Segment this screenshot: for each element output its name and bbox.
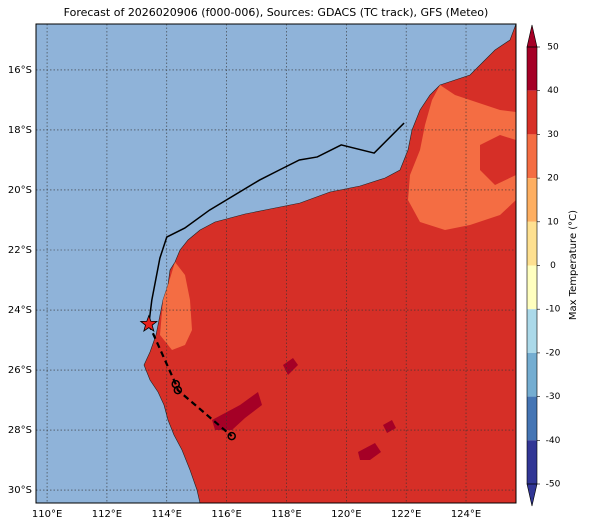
forecast-point [227,431,236,441]
x-tick-label: 112°E [92,509,122,520]
y-tick-label: 22°S [8,245,32,256]
tc-track [139,122,405,441]
current-position [139,314,159,332]
colorbar-band [527,440,537,484]
colorbar-tick-label: 30 [547,130,559,140]
colorbar-tick-label: -20 [546,348,561,358]
colorbar-tick-label: -10 [546,305,561,315]
colorbar-band [527,47,537,91]
y-tick-label: 16°S [8,65,32,76]
x-tick-label: 118°E [271,509,301,520]
x-tick-label: 124°E [451,509,481,520]
colorbar-tick-label: -40 [546,436,561,446]
x-tick-label: 120°E [331,509,361,520]
colorbar-extend-max [526,24,538,48]
colorbar-band [527,309,537,353]
colorbar-band [527,221,537,266]
forecast-track [147,323,233,437]
land-warm [408,85,516,230]
land-hottest [212,392,262,430]
graticule [36,24,516,503]
x-tick-label: 110°E [32,509,62,520]
colorbar-band [527,90,537,135]
colorbar-tick-label: 20 [547,174,559,184]
colorbar-tick-label: 0 [550,261,556,271]
map-frame [35,23,517,504]
y-tick-label: 30°S [8,485,32,496]
map-title: Forecast of 2026020906 (f000-006), Sourc… [64,6,489,19]
colorbar: 50 40 30 20 10 0 -10 -20 -30 -40 -50 [526,24,561,507]
colorbar-band [527,352,537,397]
past-track [148,122,405,325]
y-tick-label: 26°S [8,365,32,376]
y-tick-label: 24°S [8,305,32,316]
colorbar-extend-min [526,483,538,507]
map-area [36,24,516,503]
colorbar-band [527,178,537,222]
colorbar-band [527,396,537,441]
colorbar-label: Max Temperature (°C) [568,210,579,320]
x-tick-label: 116°E [211,509,241,520]
y-tick-label: 20°S [8,185,32,196]
colorbar-tick-label: 10 [547,217,559,227]
colorbar-tick-label: -50 [546,480,561,490]
colorbar-tick-label: -30 [546,392,561,402]
x-tick-label: 122°E [391,509,421,520]
colorbar-band [527,265,537,310]
land-warm [160,262,192,350]
x-tick-label: 114°E [152,509,182,520]
land-hot [480,135,516,185]
colorbar-band [527,134,537,179]
colorbar-tick-label: 40 [547,86,559,96]
y-tick-label: 28°S [8,425,32,436]
colorbar-tick-label: 50 [547,43,559,53]
forecast-point [173,385,183,395]
y-tick-label: 18°S [8,125,32,136]
land-hottest [383,420,396,433]
land-hottest [358,443,381,460]
